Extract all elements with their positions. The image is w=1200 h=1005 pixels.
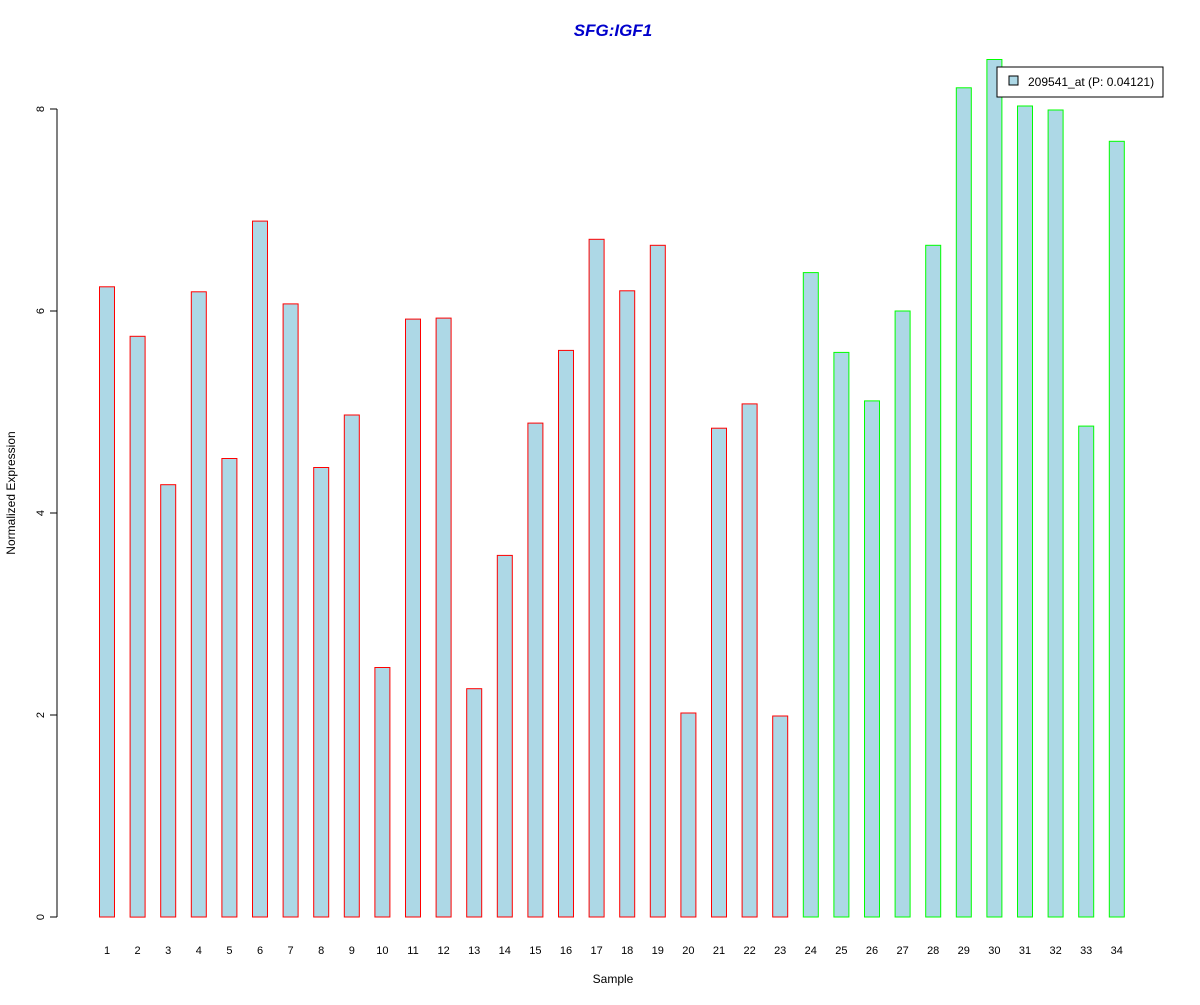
x-tick-label: 21 xyxy=(713,945,725,957)
bar-sample-18 xyxy=(619,290,636,918)
x-tick-label: 22 xyxy=(743,945,755,957)
x-tick-label: 1 xyxy=(104,945,110,957)
x-tick-label: 9 xyxy=(349,945,355,957)
x-tick-label: 27 xyxy=(896,945,908,957)
legend: 209541_at (P: 0.04121) xyxy=(996,66,1164,98)
x-tick-label: 33 xyxy=(1080,945,1092,957)
legend-label: 209541_at (P: 0.04121) xyxy=(1028,75,1154,89)
bar-sample-30 xyxy=(986,59,1003,918)
x-tick-label: 8 xyxy=(318,945,324,957)
bar-sample-34 xyxy=(1108,140,1125,918)
bars xyxy=(99,59,1125,918)
bar-sample-4 xyxy=(190,291,207,918)
bar-sample-20 xyxy=(680,712,697,918)
bar-sample-31 xyxy=(1017,105,1033,918)
bar-sample-33 xyxy=(1078,425,1095,918)
x-tick-label: 11 xyxy=(407,945,418,957)
bar-sample-8 xyxy=(313,467,330,918)
bar-sample-32 xyxy=(1047,109,1064,918)
y-tick-label: 4 xyxy=(35,510,47,516)
chart-title: SFG:IGF1 xyxy=(574,21,652,40)
bar-sample-13 xyxy=(466,688,483,918)
y-tick-label: 2 xyxy=(35,712,47,718)
legend-swatch xyxy=(1008,75,1019,86)
x-tick-label: 14 xyxy=(499,945,511,957)
x-tick-label: 16 xyxy=(560,945,572,957)
bar-sample-26 xyxy=(864,400,880,918)
x-tick-label: 31 xyxy=(1019,945,1031,957)
bar-sample-24 xyxy=(802,272,819,918)
y-axis: 0 2 4 6 8 xyxy=(35,106,58,920)
x-tick-label: 19 xyxy=(652,945,664,957)
bar-sample-14 xyxy=(496,554,513,918)
bar-sample-25 xyxy=(833,351,850,918)
bar-sample-21 xyxy=(711,427,727,918)
x-tick-label: 34 xyxy=(1111,945,1123,957)
x-tick-label: 29 xyxy=(958,945,970,957)
x-tick-label: 5 xyxy=(226,945,232,957)
bar-sample-27 xyxy=(894,310,911,918)
x-tick-label: 30 xyxy=(988,945,1000,957)
x-tick-label: 32 xyxy=(1049,945,1061,957)
bar-sample-5 xyxy=(221,458,238,918)
x-axis-label: Sample xyxy=(593,972,634,986)
x-tick-label: 10 xyxy=(376,945,388,957)
x-tick-label: 24 xyxy=(805,945,817,957)
x-tick-label: 7 xyxy=(288,945,294,957)
x-tick-label: 20 xyxy=(682,945,694,957)
bar-sample-6 xyxy=(252,220,268,918)
bar-sample-28 xyxy=(925,244,942,918)
y-tick-label: 8 xyxy=(35,106,47,112)
bar-sample-19 xyxy=(649,244,666,918)
x-tick-label: 28 xyxy=(927,945,939,957)
x-tick-label: 23 xyxy=(774,945,786,957)
bar-sample-9 xyxy=(343,414,360,918)
bar-sample-2 xyxy=(129,335,146,918)
bar-sample-7 xyxy=(282,303,299,918)
x-tick-labels: 1 2 3 4 5 6 7 8 9 10 11 12 13 14 15 16 17 18 19 20 21 22 23 24 2… xyxy=(104,945,1123,957)
bar-sample-22 xyxy=(741,403,758,918)
x-tick-label: 26 xyxy=(866,945,878,957)
x-tick-label: 2 xyxy=(135,945,141,957)
x-tick-label: 25 xyxy=(835,945,847,957)
bar-sample-16 xyxy=(558,349,574,918)
x-tick-label: 4 xyxy=(196,945,202,957)
y-tick-label: 6 xyxy=(35,308,47,314)
legend-box xyxy=(996,66,1164,98)
y-tick-label: 0 xyxy=(35,914,47,920)
bar-sample-11 xyxy=(405,318,421,918)
bar-sample-1 xyxy=(99,286,115,918)
bar-sample-29 xyxy=(955,87,972,918)
y-axis-label: Normalized Expression xyxy=(4,431,18,554)
x-tick-label: 6 xyxy=(257,945,263,957)
x-tick-label: 3 xyxy=(165,945,171,957)
x-tick-label: 17 xyxy=(590,945,602,957)
bar-sample-3 xyxy=(160,484,177,918)
x-tick-label: 15 xyxy=(529,945,541,957)
bar-sample-12 xyxy=(435,317,452,918)
x-tick-label: 12 xyxy=(437,945,449,957)
x-tick-label: 18 xyxy=(621,945,633,957)
x-tick-label: 13 xyxy=(468,945,480,957)
bar-sample-15 xyxy=(527,422,544,918)
bar-sample-10 xyxy=(374,667,391,918)
bar-sample-23 xyxy=(772,715,789,918)
bar-sample-17 xyxy=(588,238,605,918)
